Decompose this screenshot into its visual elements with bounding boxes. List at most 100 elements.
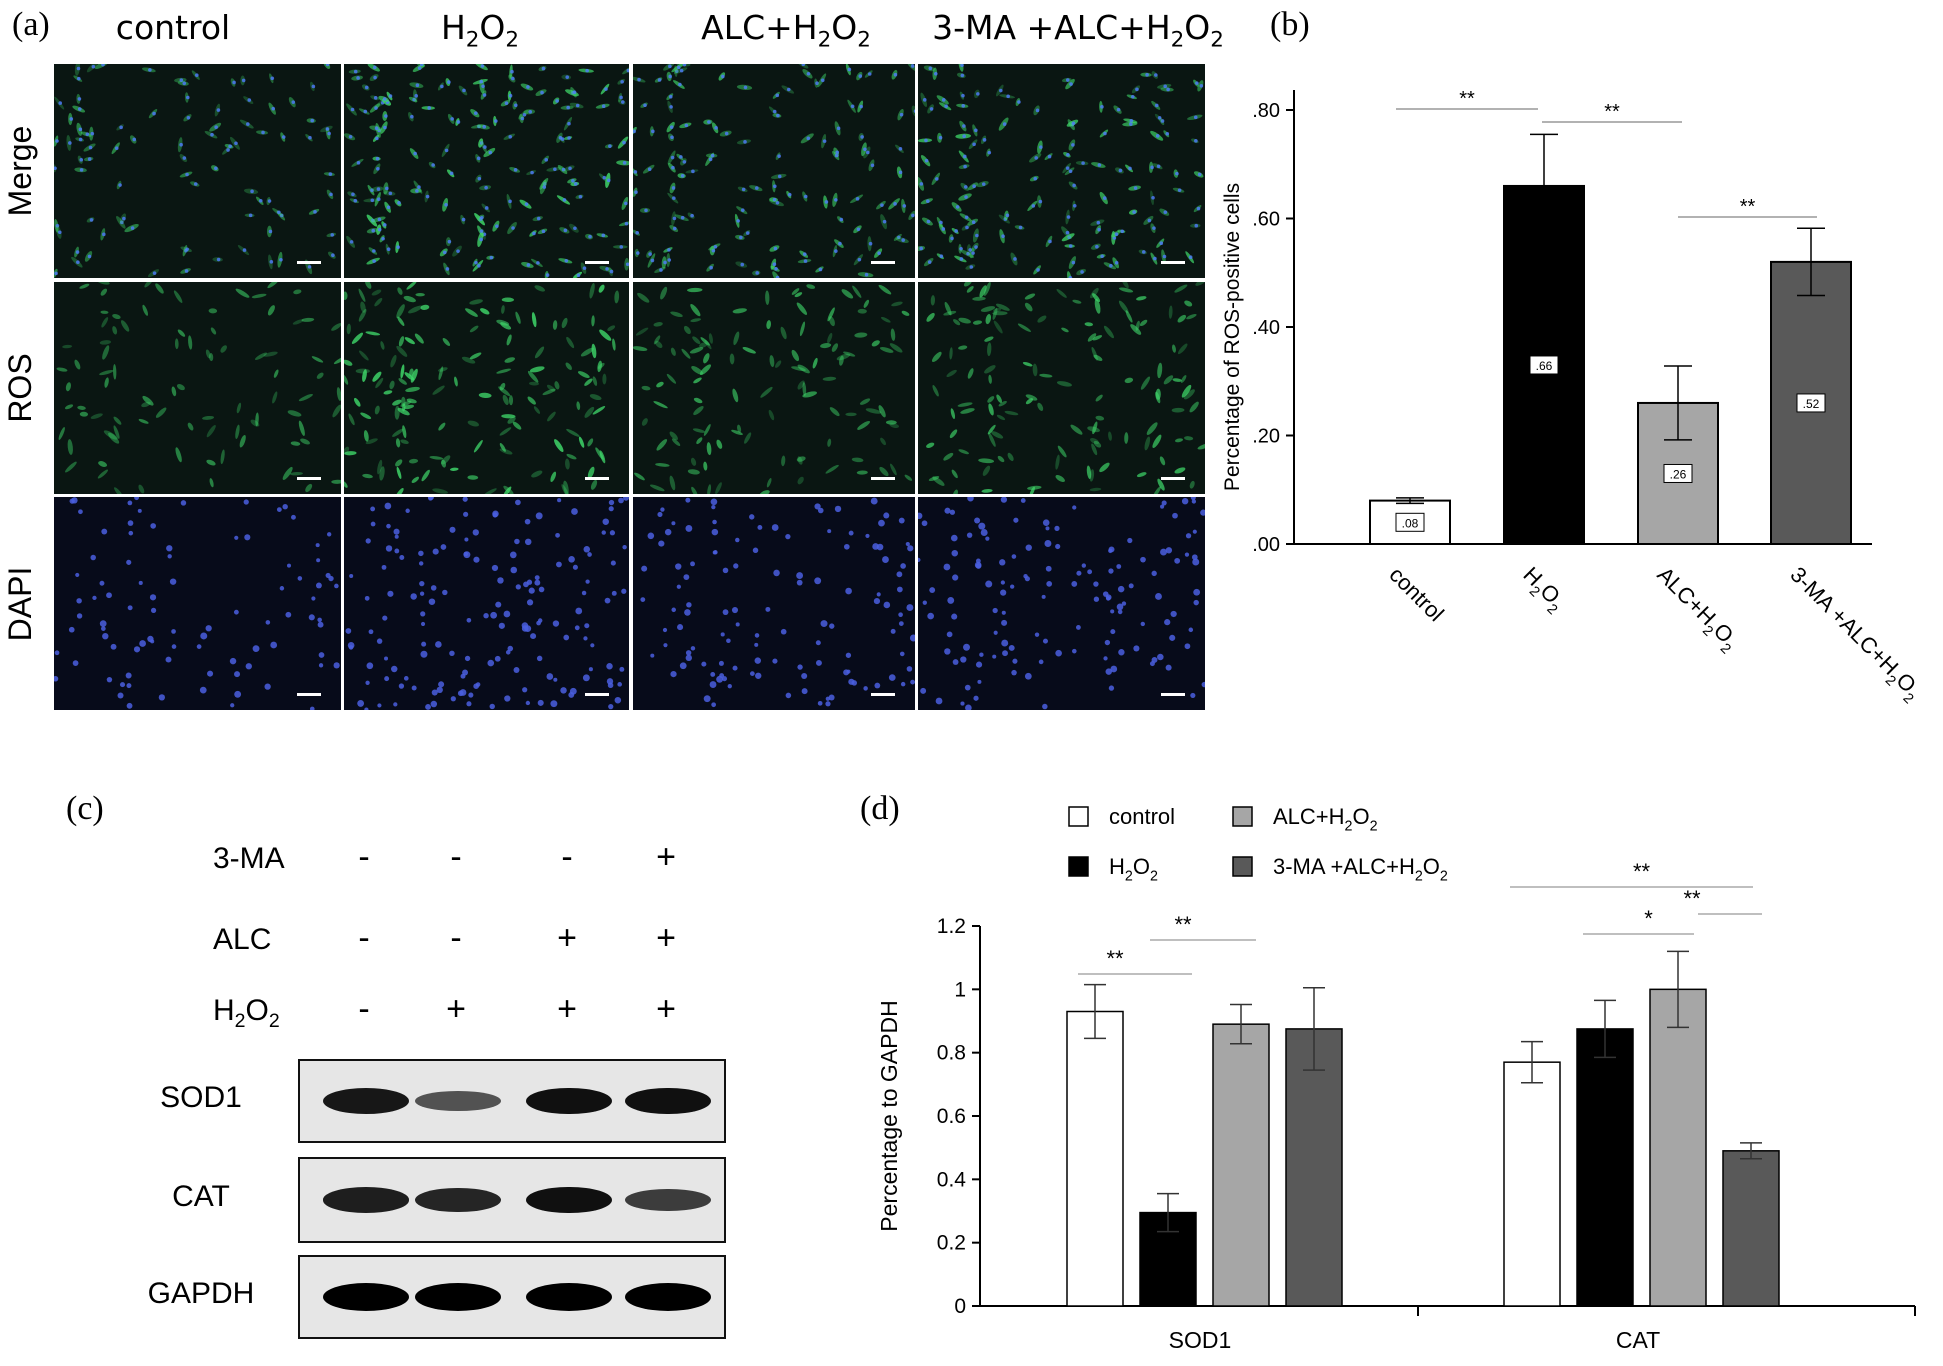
ros-cell bbox=[405, 386, 420, 393]
ros-cell bbox=[534, 285, 546, 292]
nucleus bbox=[971, 220, 976, 224]
nucleus bbox=[376, 166, 380, 171]
nucleus bbox=[1116, 107, 1121, 112]
nucleus bbox=[491, 564, 499, 572]
ros-cell bbox=[1124, 377, 1134, 384]
ros-cell bbox=[503, 485, 514, 494]
ros-cell bbox=[348, 413, 355, 426]
ros-cell bbox=[775, 360, 782, 368]
nucleus bbox=[1097, 163, 1102, 167]
ros-cell bbox=[113, 416, 122, 425]
nucleus bbox=[245, 663, 252, 670]
nucleus bbox=[963, 643, 971, 651]
nucleus bbox=[258, 198, 263, 203]
nucleus bbox=[960, 701, 965, 706]
micrograph-cells bbox=[918, 64, 1204, 278]
nucleus bbox=[511, 226, 515, 230]
ros-cell bbox=[670, 347, 676, 356]
nucleus bbox=[372, 249, 376, 253]
nucleus bbox=[325, 127, 330, 131]
ros-cell bbox=[220, 449, 225, 465]
nucleus bbox=[538, 586, 545, 593]
ros-cell bbox=[1171, 407, 1185, 413]
nucleus bbox=[1151, 195, 1155, 200]
nucleus bbox=[351, 192, 355, 197]
treatment-sign: + bbox=[446, 990, 466, 1028]
nucleus bbox=[1103, 131, 1107, 136]
nucleus bbox=[690, 646, 696, 651]
nucleus bbox=[898, 170, 903, 175]
nucleus bbox=[720, 632, 725, 637]
ros-cell bbox=[397, 287, 403, 295]
ros-cell bbox=[592, 406, 606, 415]
nucleus bbox=[966, 251, 970, 256]
nucleus bbox=[1109, 263, 1113, 268]
nucleus bbox=[1036, 268, 1040, 272]
scale-bar bbox=[871, 477, 895, 480]
legend-swatch-3 bbox=[1232, 856, 1253, 877]
ros-cell bbox=[331, 479, 341, 484]
ros-cell bbox=[836, 353, 851, 361]
nucleus bbox=[87, 254, 92, 259]
blot-band bbox=[526, 1087, 612, 1115]
ros-cell bbox=[591, 343, 597, 359]
nucleus bbox=[773, 569, 780, 577]
ros-cell bbox=[403, 295, 416, 303]
nucleus bbox=[205, 625, 212, 632]
nucleus bbox=[834, 249, 838, 253]
ros-cell bbox=[691, 366, 704, 375]
ros-cell bbox=[358, 309, 367, 322]
nucleus bbox=[797, 664, 803, 670]
nucleus bbox=[806, 136, 811, 141]
nucleus bbox=[1190, 692, 1196, 699]
nucleus bbox=[171, 644, 177, 649]
ros-cell bbox=[576, 401, 581, 411]
nucleus bbox=[1087, 569, 1093, 575]
ros-cell bbox=[988, 374, 992, 384]
nucleus bbox=[110, 643, 117, 650]
nucleus bbox=[122, 216, 126, 221]
nucleus bbox=[668, 74, 672, 79]
ros-cell bbox=[469, 325, 479, 333]
ros-cell bbox=[293, 289, 302, 295]
nucleus bbox=[76, 66, 81, 71]
nucleus bbox=[670, 670, 677, 678]
nucleus bbox=[736, 219, 740, 223]
micrograph-cells bbox=[344, 282, 620, 494]
ros-cell bbox=[102, 345, 110, 360]
nucleus bbox=[199, 686, 207, 694]
ros-cell bbox=[67, 439, 73, 455]
nucleus bbox=[1075, 625, 1081, 630]
nucleus bbox=[1141, 250, 1146, 254]
ros-cell bbox=[1056, 289, 1067, 298]
ros-cell bbox=[346, 323, 351, 335]
ros-cell bbox=[984, 336, 994, 342]
column-header-0: control bbox=[3, 8, 343, 47]
nucleus bbox=[772, 262, 777, 267]
nucleus bbox=[413, 151, 417, 156]
value-label-box bbox=[1796, 393, 1826, 413]
scale-bar bbox=[871, 261, 895, 264]
nucleus bbox=[1010, 584, 1015, 589]
nucleus bbox=[72, 660, 79, 666]
ros-cell bbox=[173, 290, 183, 303]
ros-cell bbox=[255, 352, 267, 361]
nucleus bbox=[806, 71, 811, 76]
ros-cell bbox=[206, 424, 216, 438]
nucleus bbox=[663, 260, 667, 265]
ros-cell bbox=[100, 310, 109, 314]
nucleus bbox=[1118, 168, 1123, 173]
ros-cell bbox=[566, 428, 580, 437]
nucleus bbox=[556, 561, 562, 568]
ros-cell bbox=[584, 378, 593, 386]
nucleus bbox=[148, 68, 152, 72]
nucleus bbox=[1001, 619, 1008, 626]
nucleus bbox=[87, 157, 92, 161]
ros-cell bbox=[633, 346, 648, 351]
nucleus bbox=[348, 134, 353, 139]
ros-cell bbox=[397, 316, 405, 326]
ros-cell bbox=[890, 328, 896, 341]
nucleus bbox=[244, 534, 251, 541]
nucleus bbox=[877, 251, 881, 255]
nucleus bbox=[421, 641, 427, 647]
